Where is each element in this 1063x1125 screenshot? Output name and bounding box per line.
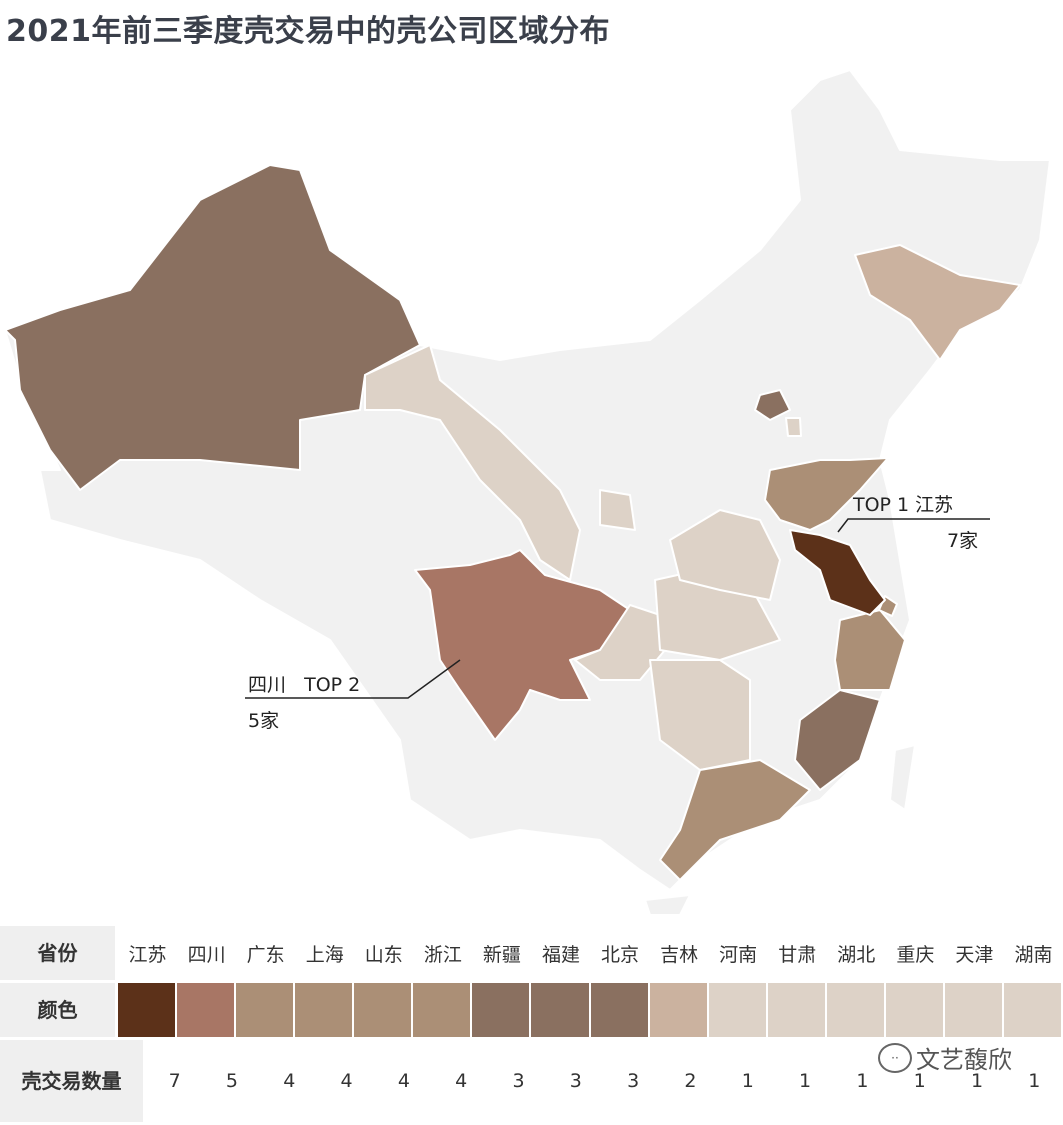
legend-province-name: 甘肃 xyxy=(778,943,817,966)
province-beijing[interactable] xyxy=(754,389,791,421)
legend-color-swatch xyxy=(767,983,825,1037)
province-tianjin[interactable] xyxy=(785,417,802,437)
top2-label: 四川 TOP 2 xyxy=(248,674,361,696)
color-header: 颜色 xyxy=(0,983,115,1037)
legend-province-name: 湖北 xyxy=(837,943,876,966)
legend-province-name: 福建 xyxy=(541,943,580,966)
wechat-icon: ·· xyxy=(878,1042,912,1073)
china-map xyxy=(4,69,1051,916)
legend-count: 1 xyxy=(741,1070,754,1092)
legend-count: 2 xyxy=(684,1070,697,1092)
legend-province-name: 吉林 xyxy=(660,943,699,966)
legend-color-swatch xyxy=(1003,983,1061,1037)
legend-province-name: 江苏 xyxy=(128,943,167,966)
province-header: 省份 xyxy=(0,926,115,980)
province-hainan xyxy=(644,894,691,916)
legend-province-name: 浙江 xyxy=(423,943,462,966)
legend-color-swatch xyxy=(177,983,235,1037)
province-henan[interactable] xyxy=(669,509,781,601)
legend-count: 1 xyxy=(856,1070,869,1092)
legend-province-name: 北京 xyxy=(601,943,640,966)
watermark: ·· 文艺馥欣 xyxy=(878,1040,1012,1075)
top1-count: 7家 xyxy=(947,530,979,552)
legend-province-name: 重庆 xyxy=(896,943,935,966)
legend-province-name: 广东 xyxy=(246,943,285,966)
legend-count: 4 xyxy=(283,1070,296,1092)
legend-count: 4 xyxy=(397,1070,410,1092)
legend-province-name: 山东 xyxy=(364,943,403,966)
province-shandong[interactable] xyxy=(764,457,889,531)
province-jilin[interactable] xyxy=(854,244,1021,361)
legend-count: 1 xyxy=(799,1070,812,1092)
legend-color-swatch xyxy=(354,983,412,1037)
legend-province-name: 湖南 xyxy=(1014,943,1053,966)
top1-label: TOP 1 江苏 xyxy=(853,494,954,516)
legend-color-swatch xyxy=(118,983,176,1037)
province-hunan[interactable] xyxy=(649,659,751,771)
legend-count: 7 xyxy=(168,1070,181,1092)
legend-color-swatch xyxy=(649,983,707,1037)
legend-province-name: 河南 xyxy=(719,943,758,966)
province-taiwan xyxy=(889,744,916,811)
province-guangdong[interactable] xyxy=(659,759,811,881)
legend-province-name: 上海 xyxy=(305,943,344,966)
legend-count: 1 xyxy=(970,1070,984,1092)
page-title: 2021年前三季度壳交易中的壳公司区域分布 xyxy=(6,14,610,49)
legend-color-swatch xyxy=(413,983,471,1037)
legend-province-name: 四川 xyxy=(187,943,226,966)
province-gansu[interactable] xyxy=(364,344,581,581)
legend-province-name: 新疆 xyxy=(482,943,521,966)
legend-count: 3 xyxy=(512,1070,525,1092)
legend-count: 3 xyxy=(569,1070,582,1092)
legend-color-swatch xyxy=(708,983,766,1037)
legend-color-swatch xyxy=(944,983,1002,1037)
legend-color-swatch xyxy=(531,983,589,1037)
legend-table: 省份 江苏 四川 广东 上海 山东 浙江 新疆 福建 北京 吉林 河南 甘肃 湖北 重庆 天津 湖南 颜色 壳… xyxy=(0,926,1063,1125)
legend-color-swatch xyxy=(885,983,943,1037)
top2-count: 5家 xyxy=(248,710,280,732)
top1-leader-line xyxy=(837,518,990,533)
legend-count: 3 xyxy=(627,1070,640,1092)
legend-color-swatch xyxy=(472,983,530,1037)
legend-color-swatch xyxy=(590,983,648,1037)
legend-count: 4 xyxy=(455,1070,468,1092)
province-sichuan[interactable] xyxy=(414,549,631,741)
watermark-text: 文艺馥欣 xyxy=(916,1046,1012,1074)
legend-count: 5 xyxy=(225,1070,239,1092)
province-jiangsu[interactable] xyxy=(789,529,886,616)
legend-count: 1 xyxy=(913,1070,926,1092)
legend-province-name: 天津 xyxy=(955,943,994,966)
province-xinjiang[interactable] xyxy=(4,164,421,491)
count-header: 壳交易数量 xyxy=(0,1040,143,1122)
province-ningxia xyxy=(599,489,636,531)
legend-color-swatch xyxy=(236,983,294,1037)
legend-color-swatch xyxy=(295,983,353,1037)
legend-color-swatch xyxy=(826,983,884,1037)
top2-leader-line xyxy=(245,659,461,699)
legend-count: 1 xyxy=(1028,1070,1041,1092)
legend-count: 4 xyxy=(340,1070,353,1092)
